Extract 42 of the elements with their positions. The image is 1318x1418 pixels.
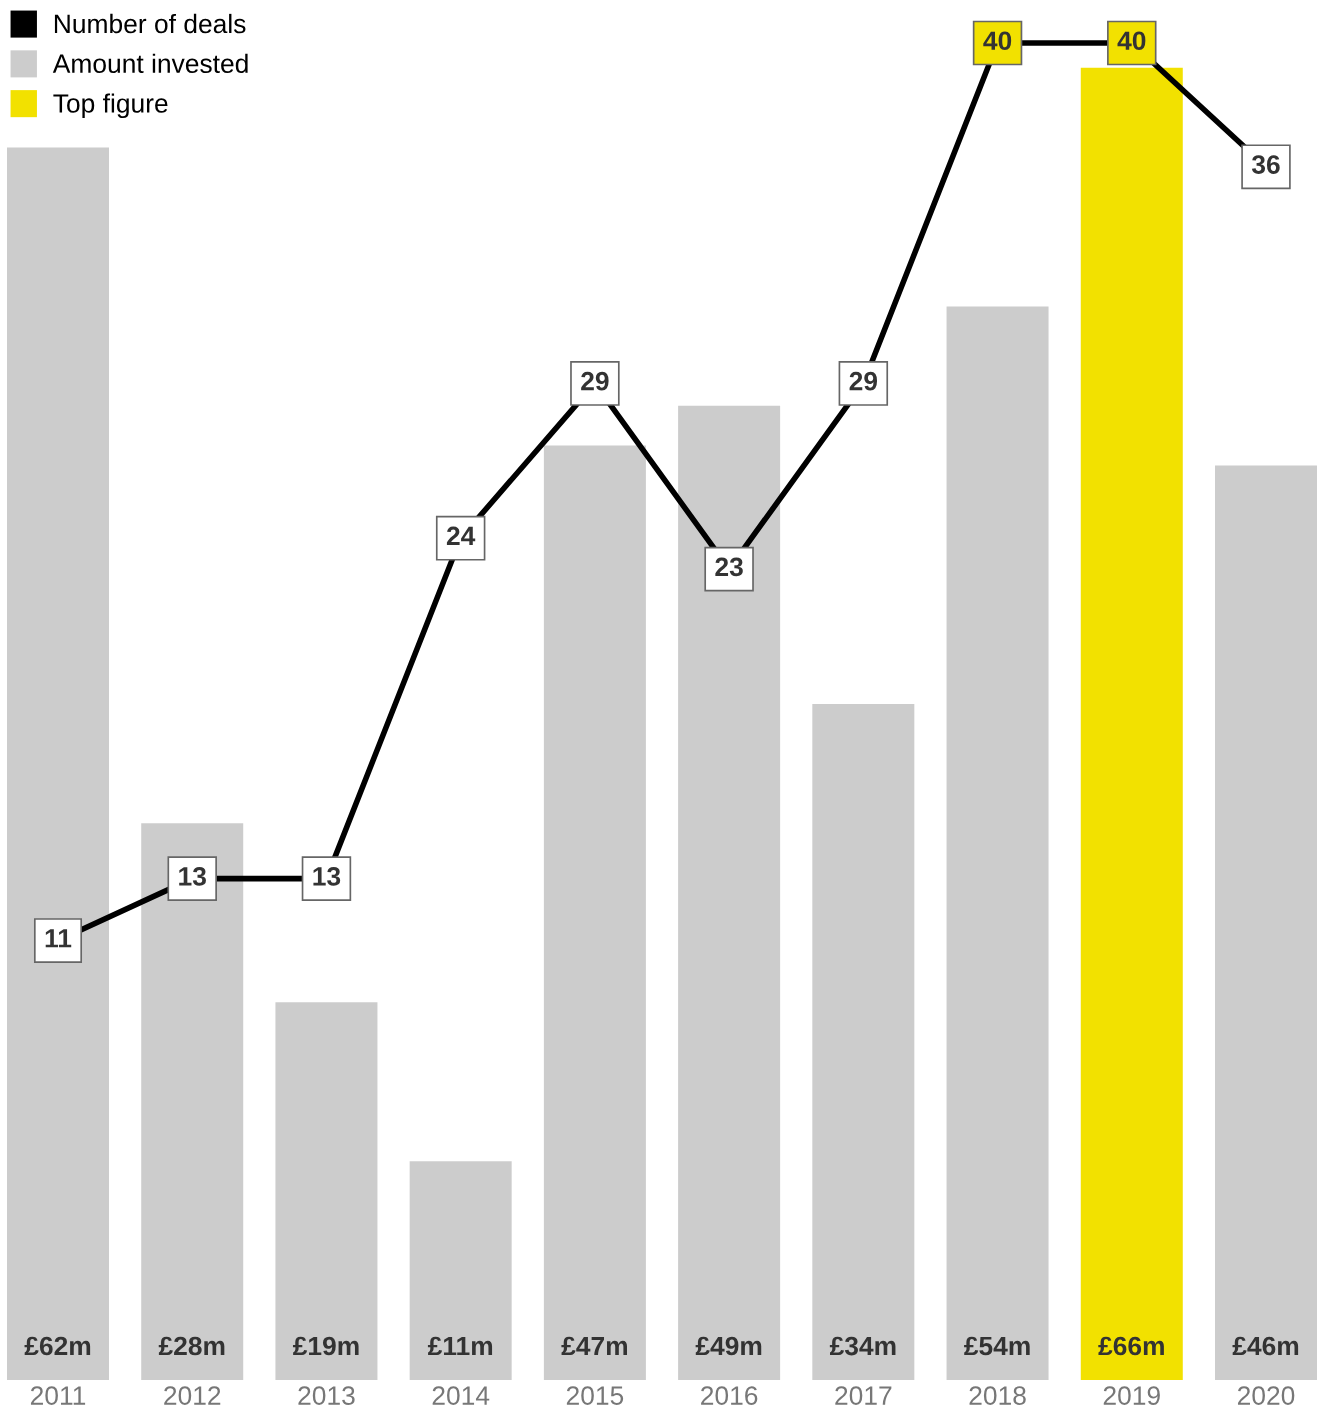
bar — [409, 1161, 512, 1380]
data-label: £54m — [964, 1336, 1030, 1356]
x-tick-label: 2015 — [566, 1386, 624, 1405]
x-tick-label: 2012 — [164, 1386, 221, 1405]
x-tick-label: 2013 — [298, 1386, 355, 1405]
bar — [543, 445, 646, 1380]
x-tick-label: 2020 — [1237, 1386, 1295, 1405]
data-label: £49m — [695, 1336, 762, 1356]
bar — [141, 823, 244, 1380]
data-label: 13 — [179, 867, 206, 886]
data-label: 29 — [849, 371, 877, 391]
data-label: £11m — [427, 1336, 493, 1356]
bar — [678, 405, 781, 1380]
data-label: 23 — [715, 557, 743, 577]
data-label: £28m — [158, 1336, 225, 1356]
x-tick-label: 2019 — [1103, 1386, 1160, 1405]
data-label: 13 — [313, 867, 340, 886]
data-label: 29 — [581, 371, 609, 391]
bar — [1214, 465, 1317, 1380]
data-label: 40 — [1117, 31, 1146, 51]
data-label: £66m — [1098, 1336, 1164, 1356]
legend-label: Top figure — [53, 93, 168, 119]
data-label: £46m — [1232, 1336, 1299, 1356]
x-tick-label: 2017 — [835, 1386, 892, 1405]
data-label: 40 — [983, 31, 1012, 51]
bar — [7, 147, 110, 1380]
data-label: 36 — [1252, 155, 1280, 174]
bar — [812, 704, 915, 1380]
data-label: £47m — [561, 1336, 627, 1356]
x-tick-label: 2018 — [969, 1386, 1026, 1405]
data-label: £62m — [24, 1336, 91, 1356]
x-tick-label: 2014 — [432, 1386, 490, 1405]
data-label: £34m — [829, 1336, 896, 1356]
data-label: 24 — [447, 526, 475, 546]
data-label: £19m — [292, 1336, 359, 1356]
bar — [946, 306, 1049, 1380]
x-tick-label: 2011 — [30, 1386, 86, 1405]
legend-label: Number of deals — [54, 13, 246, 34]
data-label: 11 — [46, 929, 71, 948]
legend-label: Amount invested — [52, 53, 248, 74]
x-tick-label: 2016 — [701, 1386, 758, 1405]
bar — [275, 1002, 378, 1380]
